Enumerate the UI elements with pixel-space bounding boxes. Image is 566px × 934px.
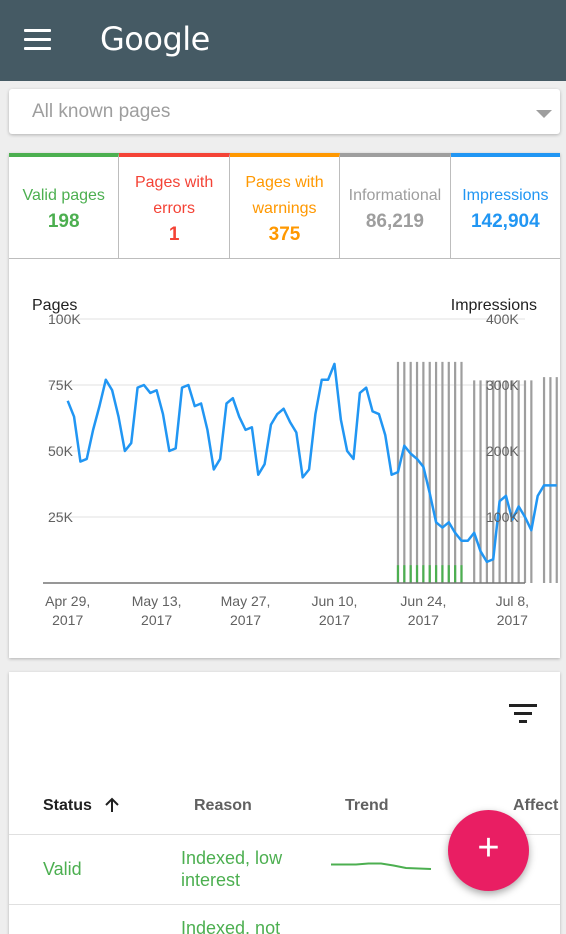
x-tick-label: Apr 29, (45, 593, 90, 609)
right-tick-label: 200K (486, 443, 519, 459)
tile-value: 86,219 (365, 211, 424, 232)
table-row[interactable]: Indexed, not (9, 905, 560, 934)
tile-label: warnings (252, 200, 317, 217)
row-reason: Indexed, low interest (181, 847, 282, 891)
x-tick-label: 2017 (141, 612, 172, 628)
right-axis-title: Impressions (451, 297, 537, 314)
tile-label: Pages with (134, 174, 214, 191)
left-tick-label: 25K (48, 509, 74, 525)
select-value: All known pages (32, 101, 171, 122)
tile-label: Informational (348, 187, 442, 204)
column-trend-header[interactable]: Trend (345, 797, 389, 814)
left-tick-label: 75K (48, 377, 74, 393)
column-status-header[interactable]: Status (43, 797, 119, 815)
sort-ascending-icon (105, 797, 119, 812)
status-tile[interactable]: Valid pages 198 (9, 153, 120, 258)
x-tick-label: Jun 10, (311, 593, 357, 609)
tile-value: 1 (168, 224, 180, 245)
x-tick-label: 2017 (52, 612, 83, 628)
filter-icon[interactable] (509, 704, 537, 726)
table-header: Status Reason Trend Affect (9, 785, 560, 835)
tile-label: errors (153, 200, 195, 217)
row-reason: Indexed, not (181, 918, 281, 934)
pages-filter-select[interactable]: All known pages (9, 89, 560, 134)
x-tick-label: 2017 (319, 612, 350, 628)
column-reason-header[interactable]: Reason (194, 797, 252, 814)
column-affected-header[interactable]: Affect (513, 797, 559, 814)
menu-icon[interactable] (24, 29, 52, 51)
status-tile[interactable]: Pages with errors 1 (119, 153, 230, 258)
x-tick-label: 2017 (497, 612, 528, 628)
coverage-chart: Pages Impressions 100K 75K 50K 25K 400K 300K 200… (32, 297, 558, 628)
status-tile[interactable]: Pages with warnings 375 (229, 153, 341, 258)
right-tick-label: 300K (486, 377, 519, 393)
left-tick-label: 100K (48, 311, 81, 327)
right-tick-label: 400K (486, 311, 519, 327)
left-axis-title: Pages (32, 297, 77, 314)
status-tiles: Valid pages 198 Pages with errors 1 Pages wit… (9, 153, 561, 259)
trend-line (331, 862, 432, 870)
details-card: Status Reason Trend Affect Valid Indexed… (9, 672, 560, 934)
x-tick-label: May 13, (132, 593, 182, 609)
tile-label: Valid pages (22, 187, 105, 204)
impressions-line (66, 362, 557, 564)
x-tick-label: Jul 8, (496, 593, 529, 609)
plus-icon: + (477, 827, 500, 869)
tile-value: 142,904 (470, 211, 540, 232)
left-tick-label: 50K (48, 443, 74, 459)
status-tile[interactable]: Impressions 142,904 (450, 153, 561, 258)
dropdown-arrow-icon (536, 110, 552, 118)
trend-sparkline (331, 862, 432, 870)
x-tick-label: 2017 (230, 612, 261, 628)
row-status: Valid (43, 859, 82, 879)
row-reason-line-1: Indexed, low (181, 848, 283, 868)
google-logo: Google (100, 20, 210, 58)
x-tick-label: 2017 (408, 612, 439, 628)
tile-label: Impressions (462, 187, 549, 204)
tile-label: Pages with (245, 174, 324, 191)
tile-value: 375 (268, 224, 301, 245)
app-bar: Google (0, 0, 566, 81)
status-tile[interactable]: Informational 86,219 (340, 153, 451, 258)
index-coverage-card: Valid pages 198 Pages with errors 1 Pages wit… (9, 153, 561, 658)
column-status-label: Status (43, 797, 92, 814)
add-button[interactable]: + (448, 810, 529, 891)
x-tick-label: May 27, (221, 593, 271, 609)
tile-value: 198 (47, 211, 80, 232)
x-tick-label: Jun 24, (400, 593, 446, 609)
row-reason-line-2: interest (181, 870, 241, 890)
table-row[interactable]: Valid Indexed, low interest (9, 835, 560, 905)
right-tick-label: 100K (486, 509, 519, 525)
